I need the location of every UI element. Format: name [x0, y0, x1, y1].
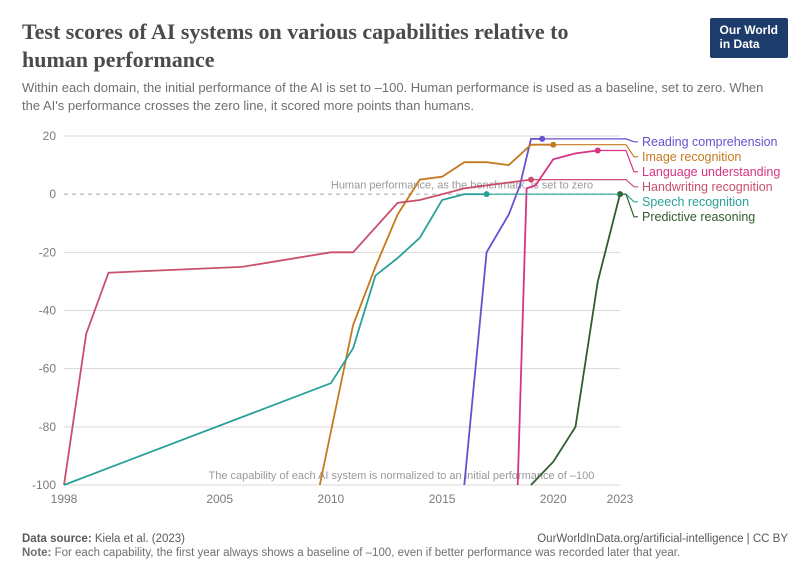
legend-label-speech_recognition: Speech recognition — [642, 195, 749, 209]
y-axis-tick-label: 0 — [49, 187, 56, 201]
chart-area: -100 -80 -60 -40 -20 0 20 1998 2005 2010 2015 2020 2… — [22, 130, 788, 511]
legend-label-image_recognition: Image recognition — [642, 150, 741, 164]
series-line-language_understanding — [518, 151, 598, 486]
chart-title: Test scores of AI systems on various cap… — [22, 18, 622, 73]
series-line-predictive_reasoning — [531, 194, 620, 485]
y-axis-tick-label: -20 — [39, 245, 57, 259]
x-axis-tick-label: 2010 — [318, 492, 345, 506]
chart-subtitle: Within each domain, the initial performa… — [22, 79, 782, 114]
y-axis-tick-label: -100 — [32, 478, 56, 492]
x-axis-tick-label: 2023 — [607, 492, 634, 506]
data-source-label: Data source: — [22, 533, 92, 545]
legend-label-handwriting_recognition: Handwriting recognition — [642, 180, 773, 194]
legend-label-language_understanding: Language understanding — [642, 165, 780, 179]
legend-label-reading_comprehension: Reading comprehension — [642, 135, 778, 149]
series-line-speech_recognition — [64, 194, 487, 485]
owid-logo-line1: Our World — [720, 24, 778, 38]
legend-connector — [487, 194, 638, 202]
owid-logo-badge: Our World in Data — [710, 18, 788, 58]
series-line-handwriting_recognition — [64, 180, 531, 485]
y-axis-tick-label: -80 — [39, 420, 57, 434]
data-source: Data source: Kiela et al. (2023) — [22, 533, 185, 545]
data-source-value: Kiela et al. (2023) — [95, 533, 185, 545]
x-axis-tick-label: 1998 — [51, 492, 78, 506]
footer-note-label: Note: — [22, 547, 51, 559]
y-axis-tick-label: -40 — [39, 304, 57, 318]
y-axis-tick-label: 20 — [43, 130, 57, 143]
x-axis-tick-label: 2020 — [540, 492, 567, 506]
credit-text: OurWorldInData.org/artificial-intelligen… — [537, 533, 788, 545]
footer-note: Note: For each capability, the first yea… — [22, 547, 788, 559]
footer-note-text: For each capability, the first year alwa… — [55, 547, 681, 559]
legend-label-predictive_reasoning: Predictive reasoning — [642, 210, 755, 224]
x-axis-tick-label: 2005 — [206, 492, 233, 506]
x-axis-tick-label: 2015 — [429, 492, 456, 506]
owid-logo-line2: in Data — [720, 38, 778, 52]
legend-connector — [542, 139, 638, 142]
chart-footer: Data source: Kiela et al. (2023) OurWorl… — [22, 533, 788, 559]
y-axis-tick-label: -60 — [39, 362, 57, 376]
line-chart: -100 -80 -60 -40 -20 0 20 1998 2005 2010 2015 2020 2… — [22, 130, 788, 511]
